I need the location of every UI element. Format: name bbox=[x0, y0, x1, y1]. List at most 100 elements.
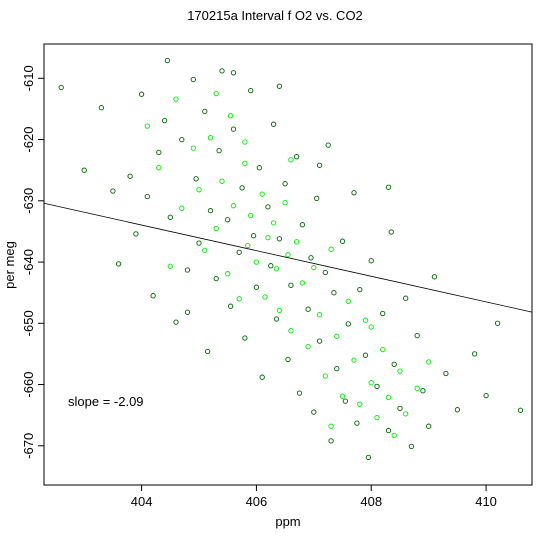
data-point bbox=[127, 173, 133, 179]
data-point bbox=[150, 293, 156, 299]
data-point bbox=[314, 195, 320, 202]
data-point bbox=[517, 407, 524, 413]
data-point bbox=[408, 443, 415, 450]
data-point bbox=[380, 310, 386, 317]
data-point bbox=[339, 393, 346, 399]
data-point bbox=[190, 76, 196, 83]
data-point bbox=[322, 269, 328, 276]
data-point bbox=[328, 438, 334, 444]
data-point bbox=[293, 239, 300, 245]
data-point bbox=[454, 407, 461, 413]
data-point bbox=[184, 309, 191, 315]
data-point bbox=[288, 328, 294, 334]
data-point bbox=[230, 126, 237, 132]
x-tick-label: 410 bbox=[475, 494, 497, 509]
data-point bbox=[236, 249, 242, 255]
data-point bbox=[204, 348, 211, 355]
data-point bbox=[414, 332, 420, 339]
data-point bbox=[316, 162, 323, 168]
data-point bbox=[351, 357, 357, 363]
data-point bbox=[368, 258, 374, 264]
data-point bbox=[288, 157, 294, 163]
y-tick-label: -640 bbox=[21, 249, 36, 275]
y-tick-label: -670 bbox=[21, 433, 36, 459]
data-point bbox=[316, 338, 323, 344]
data-point bbox=[345, 321, 351, 327]
data-point bbox=[193, 176, 199, 182]
data-point bbox=[227, 303, 234, 309]
data-point bbox=[325, 142, 331, 148]
data-point bbox=[316, 312, 323, 318]
data-point bbox=[357, 286, 363, 293]
data-point bbox=[397, 368, 403, 374]
x-axis: 404 406 408 410 bbox=[131, 485, 497, 509]
data-point bbox=[374, 383, 380, 390]
data-point bbox=[414, 385, 420, 391]
points-layer bbox=[58, 57, 524, 461]
data-point bbox=[184, 267, 191, 273]
data-point bbox=[110, 188, 116, 194]
data-point bbox=[259, 374, 265, 380]
data-point bbox=[403, 411, 409, 417]
data-point bbox=[285, 356, 291, 363]
y-tick-label: -660 bbox=[21, 372, 36, 398]
data-point bbox=[431, 274, 438, 280]
y-tick-label: -610 bbox=[21, 65, 36, 91]
x-axis-label: ppm bbox=[275, 514, 300, 529]
data-point bbox=[173, 319, 179, 325]
data-point bbox=[299, 280, 306, 286]
data-point bbox=[202, 108, 208, 115]
data-point bbox=[253, 259, 260, 265]
data-point bbox=[202, 247, 208, 254]
data-point bbox=[144, 123, 150, 129]
data-point bbox=[242, 160, 248, 167]
x-tick-label: 406 bbox=[246, 494, 268, 509]
data-point bbox=[242, 335, 248, 341]
x-tick-label: 408 bbox=[360, 494, 382, 509]
data-point bbox=[276, 83, 283, 89]
y-tick-label: -620 bbox=[21, 127, 36, 153]
data-point bbox=[391, 361, 397, 367]
data-point bbox=[397, 405, 403, 412]
data-point bbox=[138, 91, 145, 97]
data-point bbox=[144, 193, 150, 200]
data-point bbox=[245, 242, 251, 249]
data-point bbox=[483, 392, 489, 399]
x-tick-label: 404 bbox=[131, 494, 153, 509]
data-point bbox=[207, 207, 214, 214]
data-point bbox=[362, 352, 369, 358]
data-point bbox=[115, 261, 122, 267]
data-point bbox=[190, 145, 196, 151]
data-point bbox=[248, 87, 254, 94]
data-point bbox=[308, 255, 314, 261]
data-point bbox=[253, 284, 260, 290]
data-point bbox=[311, 264, 317, 271]
plot-frame bbox=[43, 43, 533, 486]
data-point bbox=[380, 346, 386, 353]
data-point bbox=[156, 165, 162, 171]
y-tick-label: -650 bbox=[21, 310, 36, 336]
data-point bbox=[331, 290, 337, 296]
data-point bbox=[265, 204, 271, 210]
data-point bbox=[219, 68, 225, 74]
data-point bbox=[270, 220, 277, 226]
data-point bbox=[426, 423, 432, 429]
fit-line bbox=[43, 202, 533, 313]
data-point bbox=[385, 184, 392, 190]
data-point bbox=[305, 343, 311, 350]
data-point bbox=[242, 139, 248, 145]
data-point bbox=[248, 212, 254, 219]
data-point bbox=[368, 324, 374, 330]
data-point bbox=[328, 246, 334, 252]
data-point bbox=[420, 388, 426, 394]
data-point bbox=[256, 165, 262, 171]
data-point bbox=[230, 70, 237, 76]
data-point bbox=[334, 365, 340, 372]
data-point bbox=[230, 203, 237, 209]
data-point bbox=[385, 394, 392, 401]
data-point bbox=[443, 370, 449, 377]
data-point bbox=[225, 217, 231, 223]
data-point bbox=[161, 117, 168, 124]
data-point bbox=[288, 282, 294, 288]
